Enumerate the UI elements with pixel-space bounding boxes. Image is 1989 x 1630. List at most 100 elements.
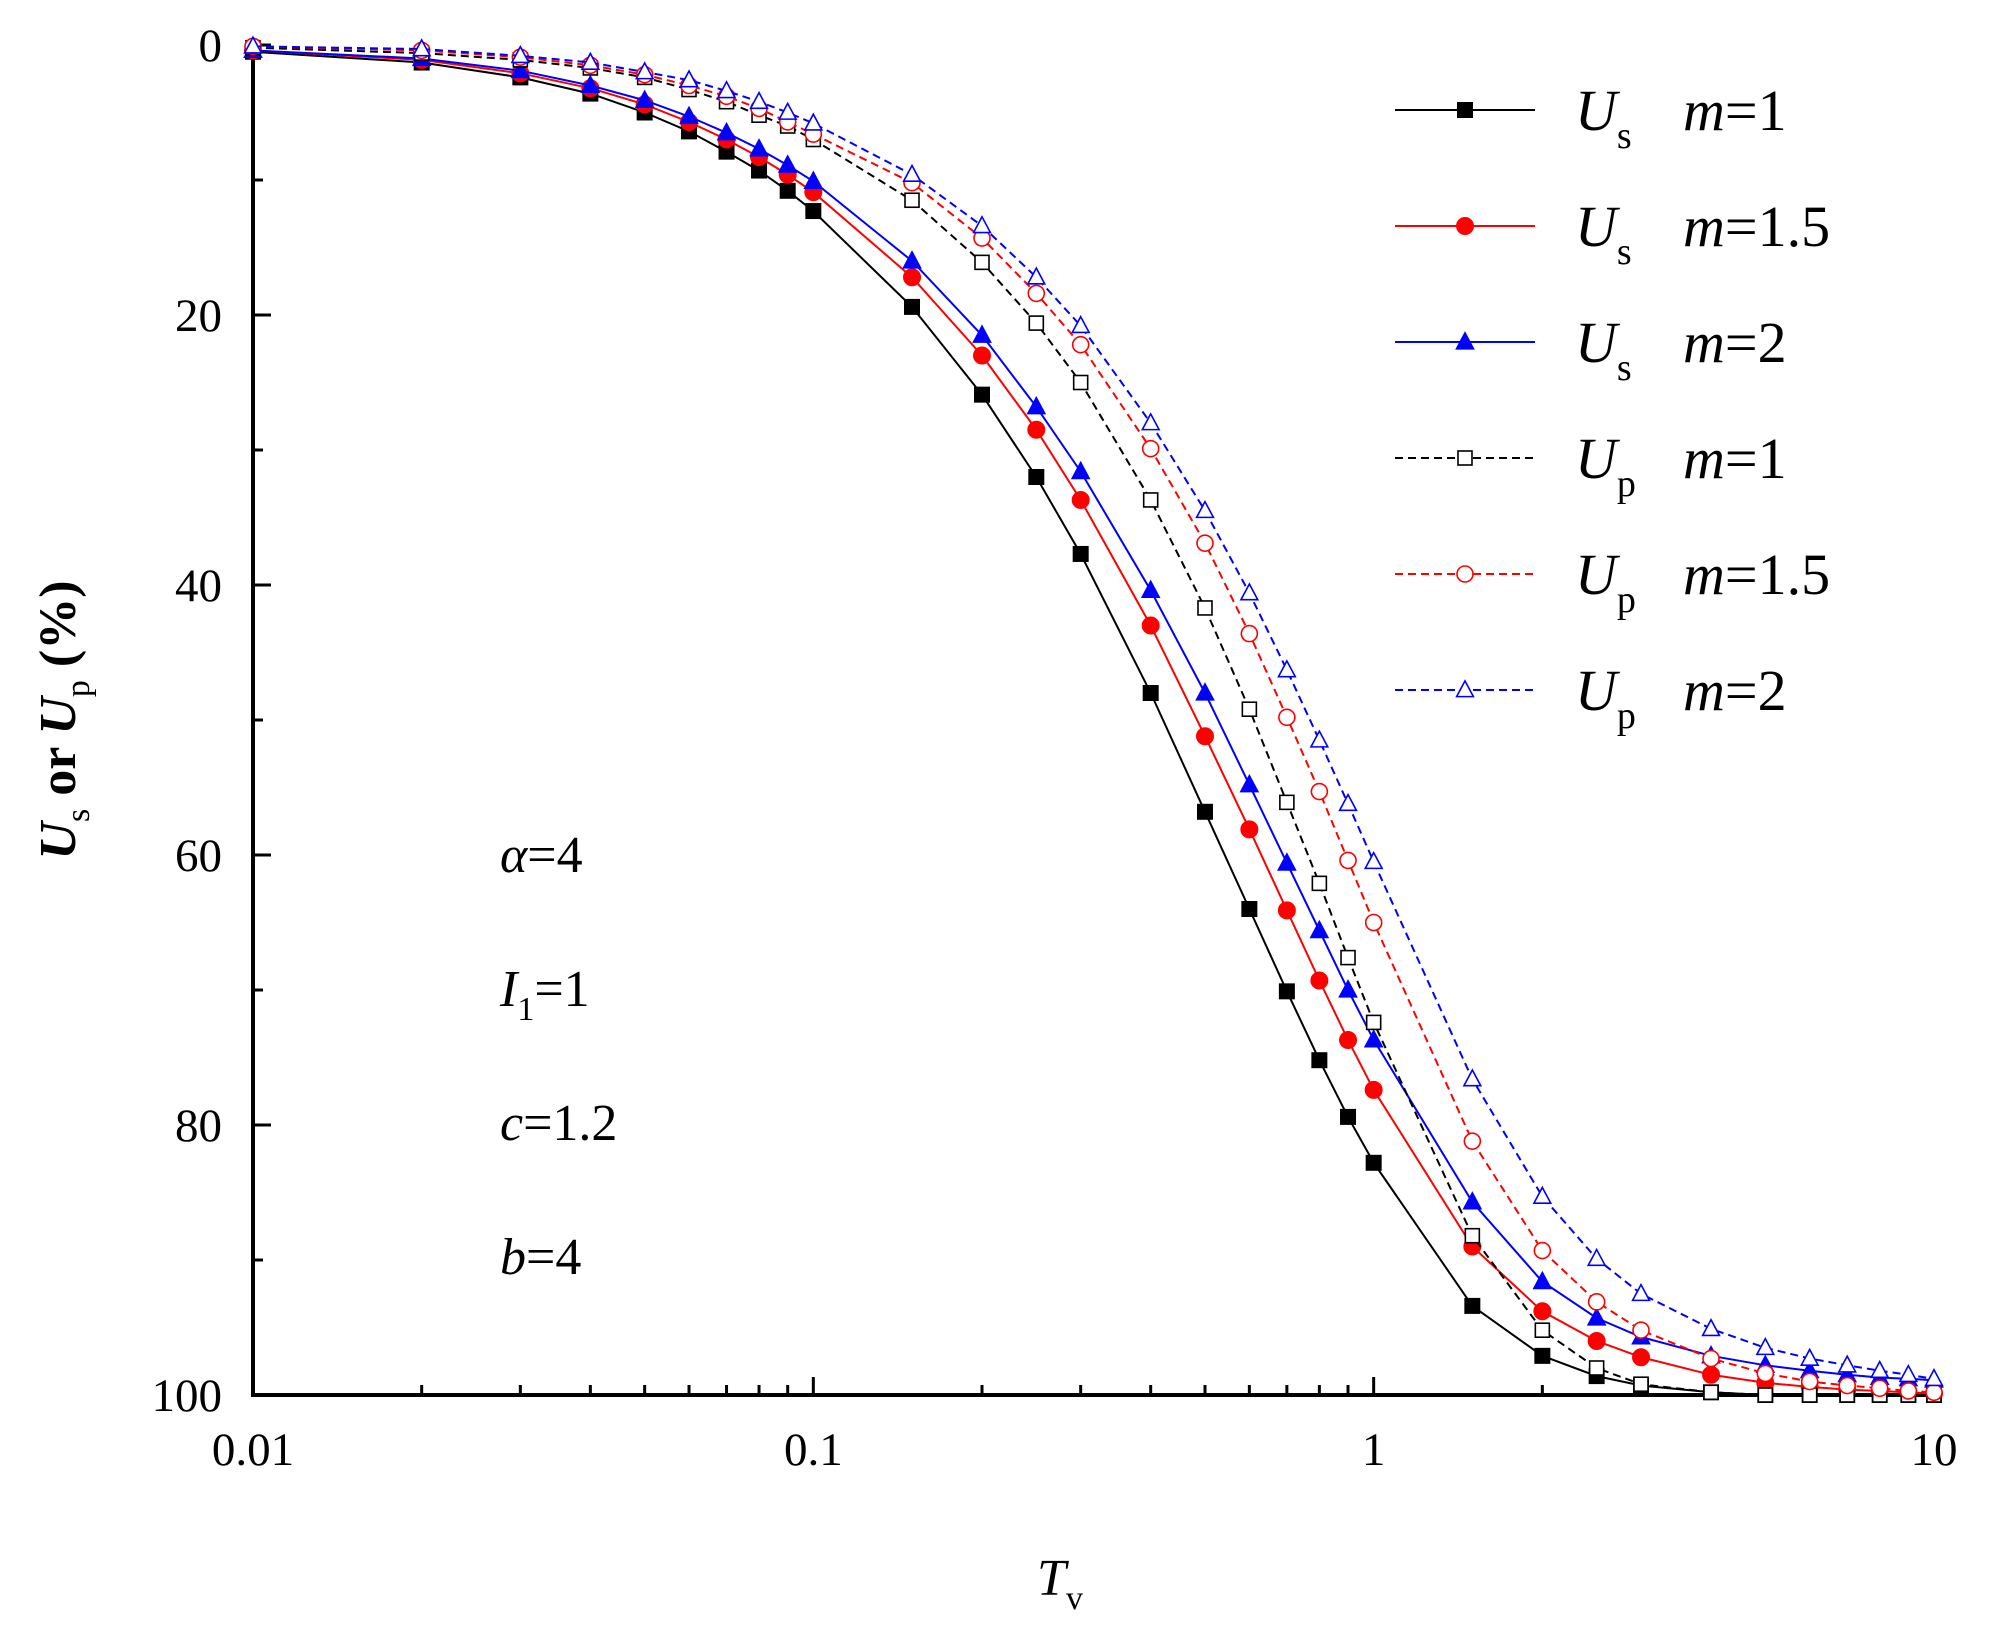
data-point (1757, 1387, 1774, 1403)
annotation-var: I (499, 961, 520, 1018)
data-point (1195, 499, 1215, 519)
legend-sub: p (1617, 463, 1636, 505)
data-point (1800, 1372, 1819, 1391)
data-point (904, 192, 920, 209)
data-point (1140, 412, 1161, 431)
data-point (1340, 1108, 1357, 1125)
data-point (1632, 1348, 1651, 1367)
legend-value: =2 (1725, 658, 1787, 723)
data-point (716, 80, 737, 99)
data-point (1838, 1376, 1857, 1395)
data-point (972, 215, 992, 234)
data-point (1072, 545, 1089, 562)
legend-label: Us m=2 (1575, 310, 1787, 389)
annotation-var: c (500, 1095, 523, 1152)
data-point (1195, 727, 1214, 746)
data-point (1587, 1332, 1606, 1350)
data-point (1701, 1318, 1721, 1337)
data-point (1632, 1321, 1650, 1339)
data-point (1278, 708, 1296, 727)
data-point (1196, 534, 1214, 552)
data-point (1309, 919, 1330, 939)
data-point (1587, 1293, 1606, 1311)
y-axis-title-mid: or (30, 735, 87, 809)
annotation-value: =4 (526, 1229, 581, 1286)
annotation-value: =1.2 (523, 1095, 617, 1152)
data-point (1239, 773, 1260, 793)
data-point (1309, 729, 1330, 748)
data-point (1464, 1297, 1481, 1314)
data-point (1311, 1052, 1328, 1069)
annotation-sub: 1 (517, 991, 534, 1028)
data-point (903, 268, 922, 287)
legend-m: m (1683, 542, 1725, 607)
legend-label: Up m=1.5 (1575, 542, 1830, 621)
series-layer (243, 35, 1944, 1403)
data-point (243, 35, 263, 54)
legend-var: U (1575, 310, 1621, 375)
data-point (1239, 582, 1260, 601)
data-point (1240, 820, 1259, 839)
data-point (1363, 850, 1384, 870)
legend: Us m=1Us m=1.5Us m=2Up m=1Up m=1.5Up m=2 (1395, 78, 1830, 737)
data-point (972, 324, 992, 343)
legend-label: Us m=1.5 (1575, 194, 1830, 273)
data-point (803, 170, 824, 189)
data-point (1633, 1376, 1649, 1392)
y-tick-label: 100 (152, 1370, 223, 1422)
data-point (777, 101, 798, 120)
data-point (1028, 315, 1045, 331)
legend-value: =2 (1725, 310, 1787, 375)
legend-m: m (1683, 310, 1725, 375)
legend-sub: p (1617, 695, 1636, 737)
data-point (1869, 1359, 1890, 1379)
data-point (1755, 1336, 1776, 1356)
data-point (1870, 1379, 1889, 1398)
y-axis-title-end: (%) (30, 580, 87, 680)
legend-sub: s (1617, 347, 1632, 389)
y-axis-title: Us or Up (%) (30, 580, 97, 859)
x-tick-label: 10 (1911, 1424, 1958, 1476)
data-point (779, 182, 796, 199)
data-point (1532, 1270, 1553, 1290)
data-point (1310, 971, 1329, 990)
data-point (1533, 1241, 1552, 1260)
legend-sub: s (1617, 231, 1632, 273)
legend-value: =1 (1725, 426, 1787, 491)
data-point (1365, 1154, 1382, 1171)
data-point (679, 105, 699, 125)
annotation-line: α=4 (500, 827, 583, 884)
legend-var: U (1575, 658, 1621, 723)
data-point (973, 346, 992, 365)
series-6 (243, 35, 1944, 1387)
legend-value: =1 (1725, 78, 1787, 143)
data-point (1588, 1360, 1605, 1376)
data-point (1071, 335, 1090, 354)
series-3 (243, 39, 1944, 1388)
data-point (974, 386, 991, 403)
legend-marker (1455, 679, 1475, 698)
data-point (1142, 492, 1159, 508)
data-point (1070, 460, 1091, 480)
legend-m: m (1683, 426, 1725, 491)
data-point (1310, 782, 1329, 801)
data-point (1703, 1384, 1719, 1401)
legend-m: m (1683, 658, 1725, 723)
data-point (1140, 579, 1161, 598)
data-point (1799, 1347, 1820, 1366)
legend-var: U (1575, 194, 1621, 259)
data-point (1924, 1367, 1944, 1387)
data-point (1365, 1014, 1382, 1031)
data-point (1026, 395, 1047, 415)
legend-value: =1.5 (1725, 194, 1830, 259)
legend-entry: Up m=2 (1395, 658, 1787, 737)
annotation-line: I1=1 (499, 961, 590, 1028)
data-point (902, 250, 922, 269)
legend-marker (1455, 331, 1475, 350)
data-point (974, 254, 990, 271)
data-point (1279, 794, 1295, 811)
data-point (580, 51, 601, 70)
data-point (1586, 1247, 1607, 1267)
legend-marker (1457, 102, 1473, 118)
data-point (1027, 420, 1046, 439)
